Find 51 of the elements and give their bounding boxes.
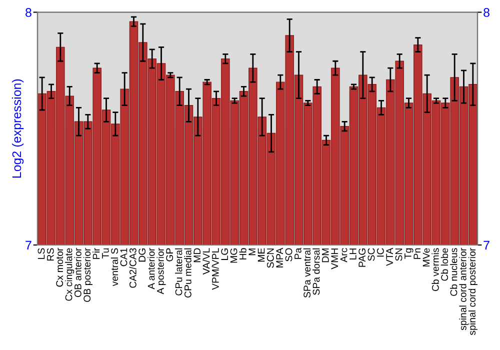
x-tick-label: Cx cingulate — [65, 248, 74, 301]
x-tick-label: CA1 — [120, 248, 128, 266]
x-tick-label: LG — [221, 248, 228, 260]
x-tick-label: M — [248, 248, 256, 256]
x-tick-label: PAG — [358, 248, 366, 267]
x-tick-label: Cb lobe — [440, 248, 448, 281]
x-tick-label: CPu medial — [184, 248, 192, 298]
x-tick-label: OB anterior — [74, 248, 82, 298]
x-tick-label: DG — [138, 248, 146, 262]
x-tick-label: Pn — [414, 248, 420, 259]
x-tick-label: MD — [194, 248, 200, 262]
x-tick-label: MPA — [276, 248, 283, 268]
x-tick-label: VMH — [331, 248, 338, 270]
x-tick-label: LS — [38, 248, 45, 259]
x-tick-label: VA/VL — [202, 248, 210, 275]
x-tick-label: OB posterior — [83, 248, 92, 302]
x-tick-label: Pa — [294, 248, 302, 259]
x-tick-label: CA2/CA3 — [129, 248, 136, 288]
x-tick-label: VPM/VPL — [212, 248, 219, 290]
x-tick-label: Cb nucleus — [450, 248, 458, 296]
x-tick-label: Arc — [340, 248, 348, 262]
x-tick-label: CPu lateral — [175, 248, 182, 296]
x-tick-label: Cb vermis — [432, 248, 439, 292]
x-tick-label: Tu — [102, 248, 109, 259]
x-tick-label: Pir — [92, 248, 100, 259]
x-tick-label: A posterior — [156, 248, 166, 294]
x-tick-label: ME — [258, 248, 265, 262]
x-tick-label: SPa ventral — [303, 248, 311, 298]
x-tick-label: Tg — [404, 248, 414, 259]
x-tick-label: SO — [285, 248, 292, 262]
x-tick-label: DM — [322, 248, 329, 262]
y2-tick-label: 8 — [484, 8, 490, 17]
x-tick-label: SCN — [266, 248, 274, 268]
y2-tick-label: 7 — [484, 240, 490, 250]
x-tick-label: MVe — [422, 248, 430, 266]
x-tick-label: Cx motor — [56, 248, 64, 287]
x-tick-label: GP — [166, 248, 174, 262]
y-axis-title: Log2 (expression) — [12, 79, 24, 178]
x-tick-label: VTA — [386, 248, 393, 266]
x-tick-label: SC — [368, 248, 375, 261]
x-tick-label: RS — [46, 248, 54, 260]
x-tick-label: spinal cord anterior — [459, 248, 468, 330]
x-tick-label: ventral S — [110, 248, 118, 286]
x-tick-label: SPa dorsal — [312, 248, 320, 295]
x-tick-label: A anterior — [148, 248, 155, 290]
x-tick-label: LH — [350, 248, 356, 260]
x-tick-label: MG — [230, 248, 238, 263]
x-tick-label: spinal cord posterior — [468, 248, 478, 336]
x-tick-label: IC — [376, 248, 384, 257]
x-tick-label: Hb — [239, 248, 246, 260]
x-tick-label: SN — [395, 248, 402, 261]
